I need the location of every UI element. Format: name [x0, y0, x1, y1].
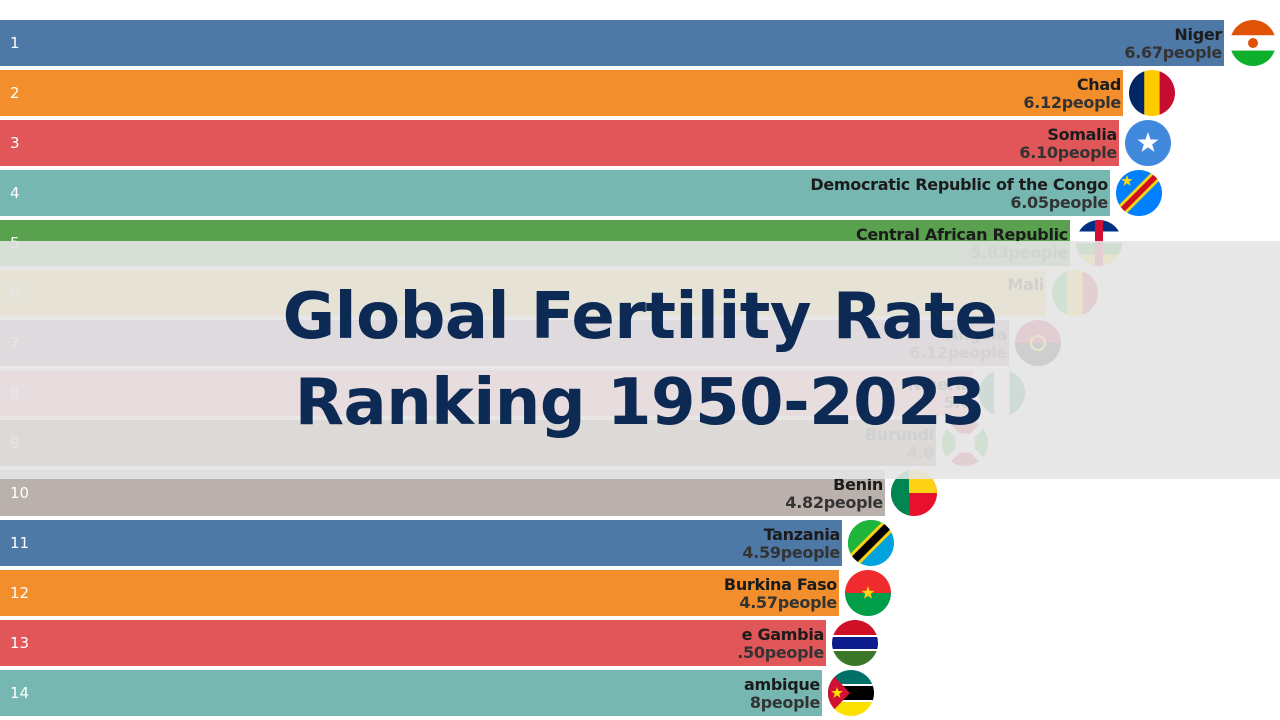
country-name: Somalia [1047, 125, 1117, 144]
value-label: 8people [749, 693, 820, 712]
rank-label: 10 [10, 484, 30, 502]
country-name: Benin [833, 475, 883, 494]
value-label: 6.12people [1023, 93, 1121, 112]
tanzania-flag-icon [848, 520, 894, 566]
country-name: e Gambia [741, 625, 825, 644]
country-name: Burkina Faso [723, 575, 837, 594]
rank-label: 11 [10, 534, 30, 552]
value-label: 6.67people [1124, 43, 1222, 62]
bar-label: Tanzania 4.59people [742, 526, 840, 562]
bar-label: Burkina Faso 4.57people [724, 576, 837, 612]
bar-dr-congo [0, 170, 1110, 216]
bar-burkina-faso [0, 570, 839, 616]
value-label: 4.82people [785, 493, 883, 512]
value-label: 4.57people [739, 593, 837, 612]
title-line-2: Ranking 1950-2023 [294, 366, 986, 440]
bar-mozambique [0, 670, 822, 716]
chad-flag-icon [1129, 70, 1175, 116]
rank-label: 4 [10, 184, 20, 202]
country-name: Chad [1076, 75, 1121, 94]
bar-label: ambique 8people [744, 676, 820, 712]
value-label: .50people [737, 643, 824, 662]
country-name: Democratic Republic of the Congo [810, 175, 1108, 194]
rank-label: 2 [10, 84, 20, 102]
country-name: Tanzania [763, 525, 841, 544]
burkina-faso-flag-icon [845, 570, 891, 616]
country-name: ambique [743, 675, 820, 694]
bar-somalia [0, 120, 1119, 166]
rank-label: 3 [10, 134, 20, 152]
value-label: 6.05people [1010, 193, 1108, 212]
rank-label: 14 [10, 684, 30, 702]
bar-label: e Gambia .50people [737, 626, 824, 662]
mozambique-flag-icon [828, 670, 874, 716]
bar-label: Chad 6.12people [1023, 76, 1121, 112]
dr-congo-flag-icon [1116, 170, 1162, 216]
bar-label: Democratic Republic of the Congo 6.05peop… [810, 176, 1108, 212]
bar-label: Niger 6.67people [1124, 26, 1222, 62]
bar-chad [0, 70, 1123, 116]
country-name: Niger [1174, 25, 1222, 44]
value-label: 4.59people [742, 543, 840, 562]
title-line-1: Global Fertility Rate [282, 280, 998, 354]
rank-label: 12 [10, 584, 30, 602]
bar-gambia [0, 620, 826, 666]
bar-label: Benin 4.82people [785, 476, 883, 512]
bar-label: Somalia 6.10people [1019, 126, 1117, 162]
rank-label: 1 [10, 34, 20, 52]
bar-niger [0, 20, 1224, 66]
niger-flag-icon [1230, 20, 1276, 66]
rank-label: 13 [10, 634, 30, 652]
bar-tanzania [0, 520, 842, 566]
value-label: 6.10people [1019, 143, 1117, 162]
country-name: Central African Republic [855, 225, 1068, 244]
somalia-flag-icon [1125, 120, 1171, 166]
title-overlay: Global Fertility Rate Ranking 1950-2023 [0, 241, 1280, 479]
gambia-flag-icon [832, 620, 878, 666]
